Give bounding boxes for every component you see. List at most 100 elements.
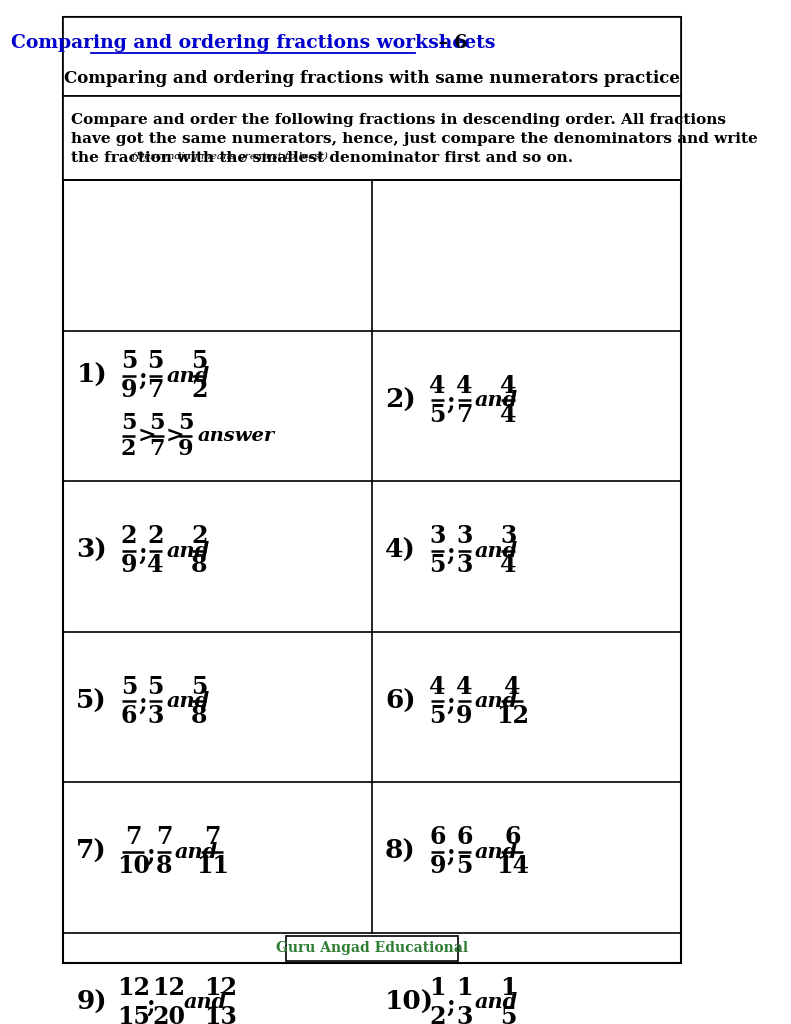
Bar <box>63 96 681 180</box>
Text: 3: 3 <box>430 524 446 548</box>
Text: 2: 2 <box>191 378 207 402</box>
Text: 5: 5 <box>121 675 137 698</box>
Text: ;: ; <box>447 390 456 414</box>
Text: 6: 6 <box>456 825 472 849</box>
Text: 4: 4 <box>456 675 472 698</box>
Text: Comparing and ordering fractions with same numerators practice: Comparing and ordering fractions with sa… <box>63 70 679 87</box>
Text: 10: 10 <box>116 854 149 879</box>
Text: 2: 2 <box>121 438 136 461</box>
Text: 1: 1 <box>500 976 517 999</box>
Text: 4: 4 <box>500 374 517 397</box>
Text: 4: 4 <box>147 553 164 578</box>
Text: 2: 2 <box>147 524 164 548</box>
Text: ;: ; <box>447 541 456 564</box>
Text: Compare and order the following fractions in descending order. All fractions: Compare and order the following fraction… <box>71 113 726 127</box>
Bar <box>63 17 681 96</box>
Text: >: > <box>138 425 156 447</box>
Text: 7: 7 <box>156 825 172 849</box>
Text: and: and <box>475 842 518 862</box>
Text: ;: ; <box>447 842 456 865</box>
Text: and: and <box>475 691 518 712</box>
Text: the fraction with the smallest denominator first and so on.: the fraction with the smallest denominat… <box>71 152 573 165</box>
Text: 4: 4 <box>500 553 517 578</box>
Text: Guru Angad Educational: Guru Angad Educational <box>275 941 467 955</box>
Text: 7): 7) <box>76 840 107 864</box>
Text: ;: ; <box>138 541 146 564</box>
Text: 5: 5 <box>430 553 446 578</box>
Text: and: and <box>475 992 518 1013</box>
Text: answer: answer <box>198 427 275 445</box>
Text: 4: 4 <box>430 675 446 698</box>
Text: 9: 9 <box>120 378 137 402</box>
Text: ;: ; <box>138 691 146 715</box>
Text: 12: 12 <box>116 976 149 999</box>
Text: 9): 9) <box>76 990 107 1015</box>
Text: 15: 15 <box>117 1005 149 1024</box>
Text: 1: 1 <box>430 976 446 999</box>
Text: 2): 2) <box>385 388 416 413</box>
Text: >: > <box>166 425 185 447</box>
Text: 8: 8 <box>191 553 207 578</box>
Text: 7: 7 <box>125 825 142 849</box>
Text: 5: 5 <box>147 349 164 374</box>
Text: have got the same numerators, hence, just compare the denominators and write: have got the same numerators, hence, jus… <box>71 132 758 146</box>
Text: and: and <box>475 390 518 411</box>
Text: ;: ; <box>447 992 456 1016</box>
Text: 20: 20 <box>152 1005 185 1024</box>
Text: 3: 3 <box>500 524 517 548</box>
Text: 5: 5 <box>500 1005 517 1024</box>
Text: 3): 3) <box>76 539 107 563</box>
Text: 8): 8) <box>385 840 416 864</box>
Text: 8: 8 <box>156 854 172 879</box>
Text: 9: 9 <box>456 703 472 728</box>
Text: 7: 7 <box>147 378 164 402</box>
Text: Comparing and ordering fractions worksheets: Comparing and ordering fractions workshe… <box>11 34 495 52</box>
Text: ;: ; <box>146 992 155 1016</box>
Text: ;: ; <box>447 691 456 715</box>
Text: 5: 5 <box>121 349 137 374</box>
Text: 4: 4 <box>504 675 520 698</box>
Text: 1): 1) <box>76 364 107 388</box>
Text: 7: 7 <box>204 825 221 849</box>
Text: 11: 11 <box>195 854 229 879</box>
Text: 6: 6 <box>120 703 137 728</box>
Text: 5: 5 <box>430 703 446 728</box>
Text: 5: 5 <box>430 402 446 427</box>
Text: 4: 4 <box>430 374 446 397</box>
Text: 6: 6 <box>504 825 520 849</box>
Text: 7: 7 <box>149 438 165 461</box>
Text: – 6: – 6 <box>432 34 467 52</box>
Text: 5: 5 <box>149 412 165 433</box>
Text: 12: 12 <box>152 976 185 999</box>
Text: 4): 4) <box>385 539 416 563</box>
Text: and: and <box>166 366 210 386</box>
Text: and: and <box>175 842 218 862</box>
Text: 6: 6 <box>430 825 446 849</box>
Text: 9: 9 <box>120 553 137 578</box>
Text: 4: 4 <box>456 374 472 397</box>
Text: 9: 9 <box>430 854 446 879</box>
Text: 5: 5 <box>178 412 194 433</box>
Text: 1: 1 <box>456 976 472 999</box>
Text: 5: 5 <box>121 412 136 433</box>
Text: 12: 12 <box>204 976 237 999</box>
Text: 3: 3 <box>456 524 472 548</box>
Text: 5): 5) <box>76 689 107 714</box>
Text: 2: 2 <box>120 524 137 548</box>
Text: 5: 5 <box>191 349 207 374</box>
Text: 13: 13 <box>204 1005 237 1024</box>
Text: 10): 10) <box>385 990 434 1015</box>
Text: (Descending means greatest to least): (Descending means greatest to least) <box>132 153 328 162</box>
Text: ;: ; <box>138 366 146 390</box>
Text: 5: 5 <box>456 854 472 879</box>
Text: and: and <box>184 992 227 1013</box>
Text: 2: 2 <box>191 524 207 548</box>
Text: ;: ; <box>146 842 155 865</box>
Text: 3: 3 <box>147 703 164 728</box>
Bar <box>286 936 457 961</box>
Text: 14: 14 <box>496 854 529 879</box>
Text: 6): 6) <box>385 689 416 714</box>
Text: 3: 3 <box>456 1005 472 1024</box>
Text: 12: 12 <box>496 703 529 728</box>
Text: 8: 8 <box>191 703 207 728</box>
